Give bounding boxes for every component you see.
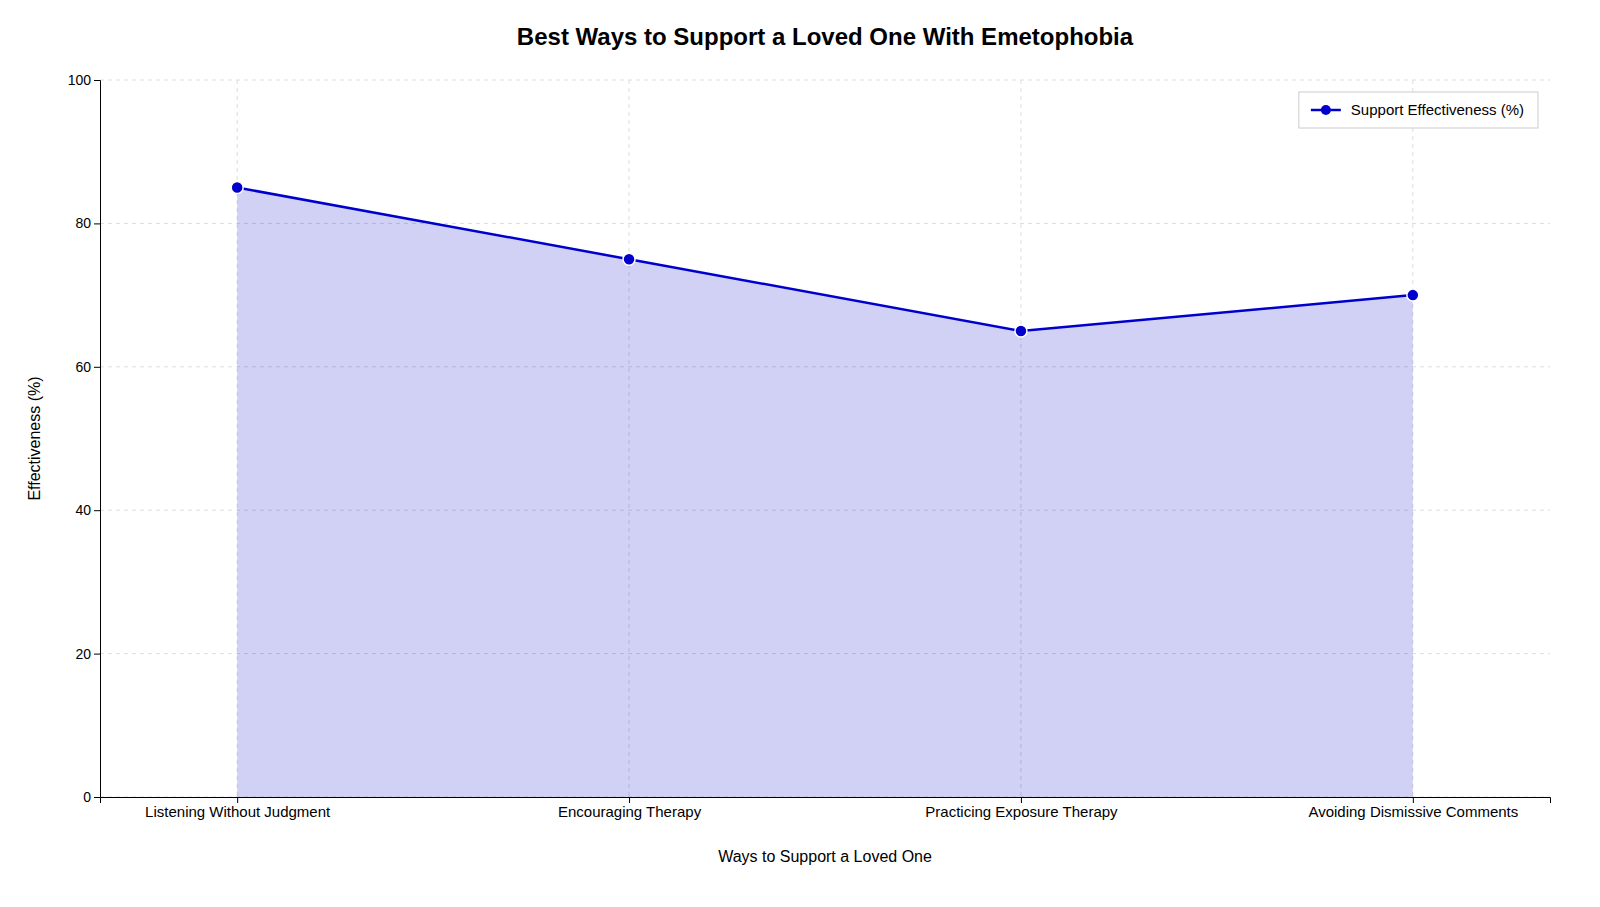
legend: Support Effectiveness (%)	[1299, 92, 1538, 128]
y-tick: 100	[68, 72, 100, 88]
grid	[100, 80, 1550, 797]
marker	[231, 182, 243, 194]
y-axis-title: Effectiveness (%)	[26, 376, 43, 500]
legend-label: Support Effectiveness (%)	[1351, 101, 1524, 118]
y-tick-label: 20	[75, 646, 91, 662]
legend-box	[1299, 92, 1538, 128]
marker	[623, 253, 635, 265]
x-tick-label: Avoiding Dismissive Comments	[1308, 803, 1518, 820]
x-tick: Avoiding Dismissive Comments	[1308, 797, 1518, 820]
y-tick-mark	[94, 223, 100, 224]
y-tick-label: 0	[83, 789, 91, 805]
plot-area: Listening Without Judgment Encouraging Th…	[68, 72, 1551, 820]
y-tick-mark	[94, 80, 100, 81]
y-axis: 0 20 40 60 80 100	[68, 72, 101, 805]
x-tick: Encouraging Therapy	[558, 797, 702, 820]
y-tick: 60	[75, 359, 100, 375]
x-tick: Practicing Exposure Therapy	[925, 797, 1118, 820]
line	[237, 188, 1413, 331]
title: Best Ways to Support a Loved One With Em…	[517, 23, 1134, 50]
y-tick-mark	[94, 510, 100, 511]
y-tick-label: 100	[68, 72, 92, 88]
legend-marker	[1321, 105, 1331, 115]
y-tick-mark	[94, 654, 100, 655]
y-tick: 20	[75, 646, 100, 662]
x-tick: Listening Without Judgment	[145, 797, 331, 820]
chart-svg: Listening Without Judgment Encouraging Th…	[0, 0, 1600, 907]
marker	[1015, 325, 1027, 337]
y-axis-line	[94, 81, 101, 798]
y-tick-label: 40	[75, 502, 91, 518]
data-marks	[231, 182, 1419, 797]
y-tick: 80	[75, 215, 100, 231]
marker	[1407, 289, 1419, 301]
x-axis: Listening Without Judgment Encouraging Th…	[101, 797, 1551, 820]
y-tick-label: 60	[75, 359, 91, 375]
x-tick-label: Encouraging Therapy	[558, 803, 702, 820]
grid-line-y	[100, 80, 1550, 81]
y-tick-mark	[94, 797, 100, 798]
y-tick-mark	[94, 367, 100, 368]
y-tick-label: 80	[75, 215, 91, 231]
x-axis-title: Ways to Support a Loved One	[718, 848, 932, 865]
x-tick-label: Listening Without Judgment	[145, 803, 331, 820]
y-tick: 0	[83, 789, 100, 805]
y-tick: 40	[75, 502, 100, 518]
x-tick-label: Practicing Exposure Therapy	[925, 803, 1118, 820]
area-fill	[237, 188, 1413, 797]
